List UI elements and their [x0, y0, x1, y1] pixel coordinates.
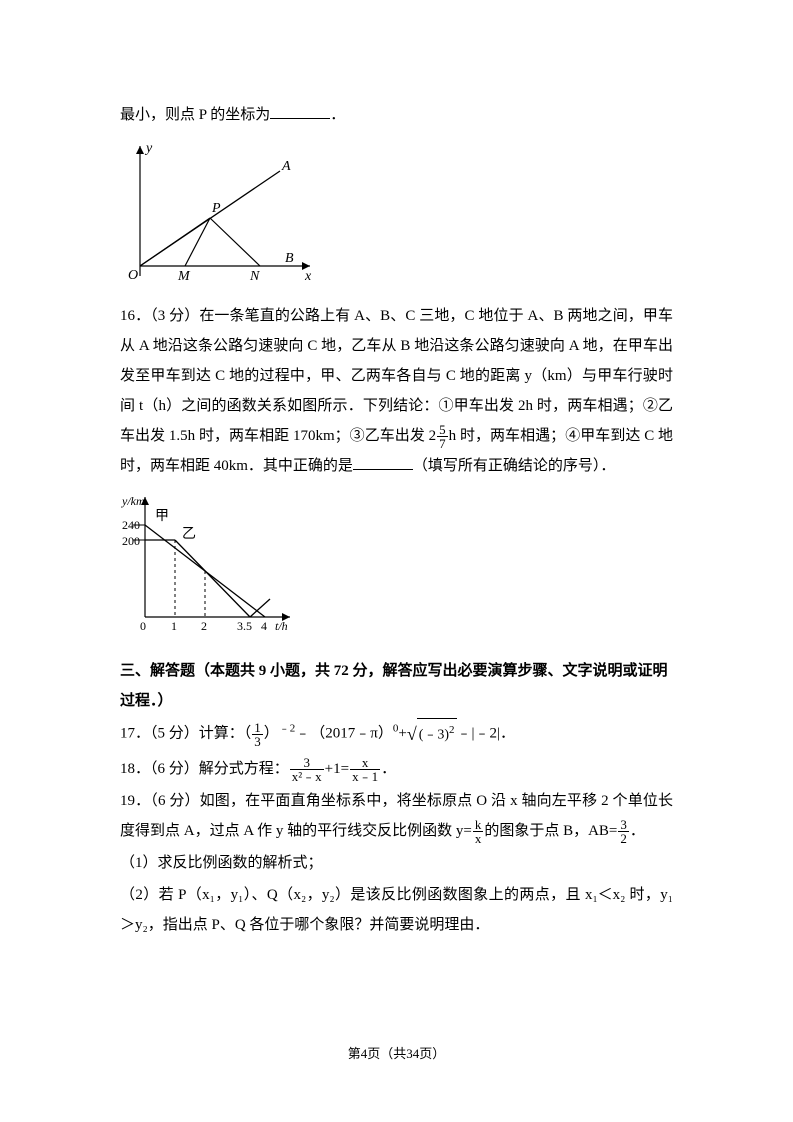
q19-l1c: ． — [630, 823, 645, 839]
q16-yi: 乙 — [182, 526, 196, 542]
q15-A: A — [281, 159, 291, 174]
q16-text: 16．（3 分）在一条笔直的公路上有 A、B、C 三地，C 地位于 A、B 两地… — [120, 301, 673, 481]
q15-svg: O y x A B P M N — [120, 136, 320, 286]
q17-prefix: 17．（5 分）计算：（ — [120, 725, 251, 741]
q15-tail: 最小，则点 P 的坐标为 — [120, 107, 270, 123]
q15-M: M — [177, 269, 191, 284]
q15-blank — [270, 105, 330, 119]
q15-P: P — [211, 201, 221, 216]
q16-x0: 0 — [140, 619, 146, 633]
q19-f32: 32 — [618, 818, 629, 845]
q15-tail2: ． — [330, 107, 345, 123]
q16-frac: 57 — [437, 423, 448, 450]
q15-N: N — [249, 269, 260, 284]
q15-text: 最小，则点 P 的坐标为 ． — [120, 100, 673, 130]
q18-frac1: 3x²﹣x — [290, 756, 324, 783]
q16-jia: 甲 — [155, 509, 169, 524]
q15-x: x — [304, 269, 312, 284]
q16-x35: 3.5 — [237, 619, 252, 633]
q17-suffix: ﹣|﹣2|． — [457, 725, 516, 741]
q16-x2: 2 — [201, 619, 207, 633]
q18-plus: +1= — [325, 761, 349, 777]
q15-B: B — [285, 251, 294, 266]
q16-xlabel: t/h — [275, 619, 288, 633]
q18-suffix: ． — [381, 761, 396, 777]
q19-l1b: 的图象于点 B，AB= — [484, 823, 617, 839]
q17-frac1: 13 — [252, 721, 263, 748]
q18-prefix: 18．（6 分）解分式方程： — [120, 761, 289, 777]
q16-prefix: 16．（3 分）在一条笔直的公路上有 A、B、C 三地，C 地位于 A、B 两地… — [120, 308, 673, 444]
q15-figure: O y x A B P M N — [120, 136, 673, 291]
q15-y: y — [144, 141, 153, 156]
q16-blank — [353, 456, 413, 470]
q17-exp1: ﹣2 — [279, 722, 296, 734]
page-footer: 第4页（共34页） — [0, 1043, 793, 1062]
section3-title: 三、解答题（本题共 9 小题，共 72 分，解答应写出必要演算步骤、文字说明或证… — [120, 656, 673, 716]
q18-frac2: xx﹣1 — [350, 756, 380, 783]
q16-ylabel: y/km — [121, 494, 145, 508]
q16-x4: 4 — [261, 619, 267, 633]
q16-svg: 240 200 0 1 2 3.5 4 y/km t/h 甲 乙 — [120, 487, 300, 637]
q16-x1: 1 — [171, 619, 177, 633]
radical-icon: √ — [407, 716, 417, 752]
q16-y240: 240 — [122, 518, 140, 532]
q17-mid3: + — [398, 725, 406, 741]
q19-line2: （1）求反比例函数的解析式； — [120, 848, 673, 878]
q19-line1: 19．（6 分）如图，在平面直角坐标系中，将坐标原点 O 沿 x 轴向左平移 2… — [120, 786, 673, 846]
q19-line3: （2）若 P（x₁，y₁）、Q（x₂，y₂）是该反比例函数图象上的两点，且 x₁… — [120, 880, 673, 940]
q19-fk: kx — [473, 818, 484, 845]
q17-radicand: (﹣3)2 — [417, 718, 457, 750]
q17-sqrt: √(﹣3)2 — [407, 716, 457, 752]
q18-text: 18．（6 分）解分式方程：3x²﹣x+1=xx﹣1． — [120, 754, 673, 784]
q16-figure: 240 200 0 1 2 3.5 4 y/km t/h 甲 乙 — [120, 487, 673, 642]
q17-mid2: ﹣（2017﹣π） — [295, 725, 393, 741]
q16-y200: 200 — [122, 534, 140, 548]
q17-text: 17．（5 分）计算：（13）﹣2﹣（2017﹣π）0+√(﹣3)2﹣|﹣2|． — [120, 716, 673, 752]
q17-mid1: ） — [264, 725, 279, 741]
q15-O: O — [128, 268, 138, 283]
q16-suffix: （填写所有正确结论的序号）． — [413, 458, 616, 474]
